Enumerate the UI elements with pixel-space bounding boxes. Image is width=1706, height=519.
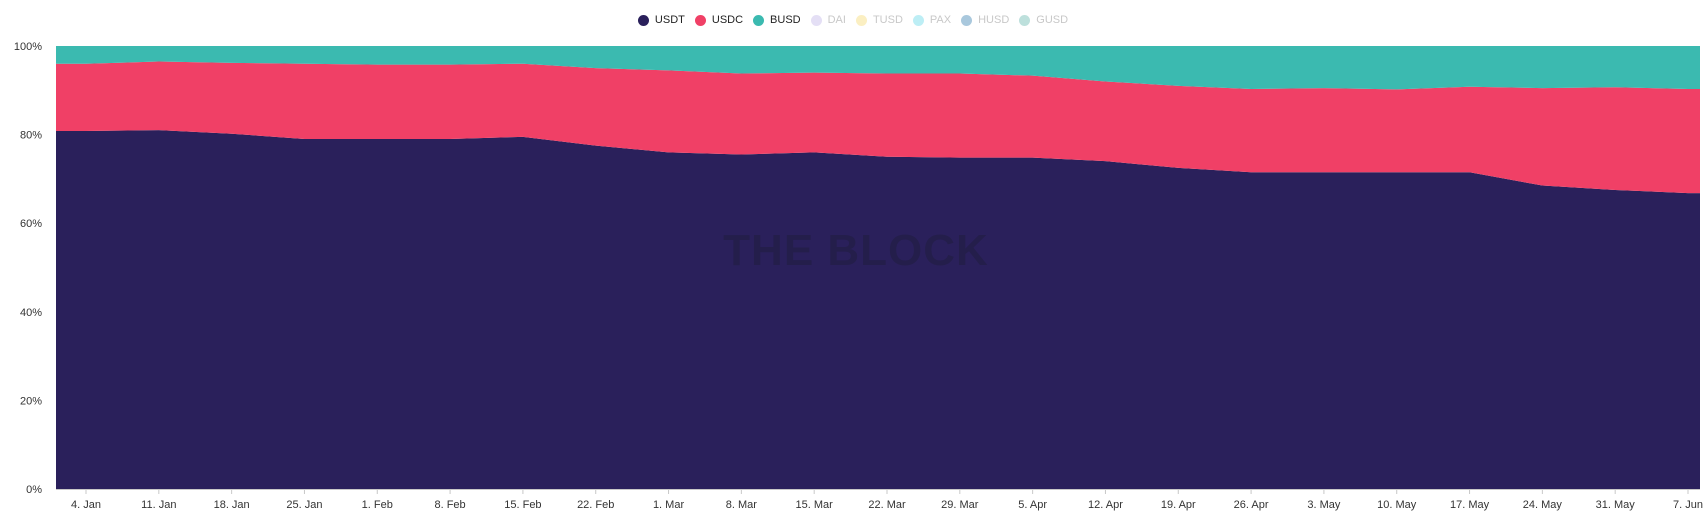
legend-label: PAX [929, 14, 952, 26]
y-tick-label: 100% [14, 41, 42, 53]
legend-dot-icon [753, 14, 765, 26]
x-tick-label: 15. Mar [796, 499, 834, 511]
legend-dot-icon [637, 14, 649, 26]
x-tick-label: 4. Jan [71, 499, 101, 511]
x-tick-label: 7. Jun [1673, 499, 1703, 511]
x-tick-label: 26. Apr [1234, 499, 1269, 511]
legend-label: DAI [827, 14, 846, 26]
legend-item-tusd[interactable]: TUSD [855, 14, 903, 26]
legend-item-pax[interactable]: PAX [912, 14, 952, 26]
y-tick-label: 20% [20, 395, 42, 407]
legend-label: HUSD [978, 14, 1010, 26]
x-tick-label: 11. Jan [141, 499, 176, 511]
legend-dot-icon [1019, 14, 1031, 26]
watermark: THE BLOCK [723, 226, 989, 275]
x-tick-label: 1. Mar [653, 499, 685, 511]
y-tick-label: 0% [26, 484, 42, 496]
legend-item-busd[interactable]: BUSD [753, 14, 801, 26]
legend-dot-icon [855, 14, 867, 26]
x-tick-label: 19. Apr [1161, 499, 1196, 511]
y-tick-label: 60% [20, 218, 42, 230]
y-axis: 0% 20% 40% 60% 80% 100% [14, 41, 42, 496]
legend-item-usdt[interactable]: USDT [637, 14, 685, 26]
x-tick-label: 15. Feb [504, 499, 541, 511]
legend-item-husd[interactable]: HUSD [961, 14, 1009, 26]
x-tick-label: 17. May [1450, 499, 1490, 511]
x-tick-label: 1. Feb [362, 499, 393, 511]
legend-label: BUSD [770, 14, 801, 26]
legend-dot-icon [912, 14, 924, 26]
x-tick-label: 25. Jan [286, 499, 322, 511]
y-tick-label: 80% [20, 130, 42, 142]
x-tick-label: 18. Jan [214, 499, 250, 511]
legend-item-gusd[interactable]: GUSD [1019, 14, 1068, 26]
x-tick-label: 22. Mar [868, 499, 906, 511]
area-usdt [56, 130, 1700, 490]
x-axis: 4. Jan 11. Jan 18. Jan 25. Jan 1. Feb 8. Feb 1… [56, 489, 1703, 511]
legend-label: USDC [711, 14, 744, 26]
chart-legend: USDT USDC BUSD DAI TUSD PAX HUSD GUSD [0, 14, 1706, 26]
x-tick-label: 5. Apr [1018, 499, 1047, 511]
legend-label: GUSD [1036, 14, 1069, 26]
x-tick-label: 8. Feb [434, 499, 465, 511]
area-series-group [56, 46, 1700, 490]
legend-item-dai[interactable]: DAI [810, 14, 846, 26]
x-tick-label: 12. Apr [1088, 499, 1123, 511]
x-tick-label: 22. Feb [577, 499, 614, 511]
area-usdc [56, 61, 1700, 194]
x-tick-label: 31. May [1596, 499, 1636, 511]
legend-item-usdc[interactable]: USDC [694, 14, 744, 26]
x-tick-label: 3. May [1307, 499, 1341, 511]
legend-dot-icon [694, 14, 706, 26]
legend-dot-icon [961, 14, 973, 26]
legend-dot-icon [810, 14, 822, 26]
area-busd [56, 46, 1700, 90]
x-tick-label: 10. May [1377, 499, 1417, 511]
x-tick-label: 24. May [1523, 499, 1563, 511]
legend-label: TUSD [872, 14, 903, 26]
x-tick-label: 8. Mar [726, 499, 758, 511]
legend-label: USDT [654, 14, 685, 26]
x-tick-label: 29. Mar [941, 499, 979, 511]
y-tick-label: 40% [20, 307, 42, 319]
